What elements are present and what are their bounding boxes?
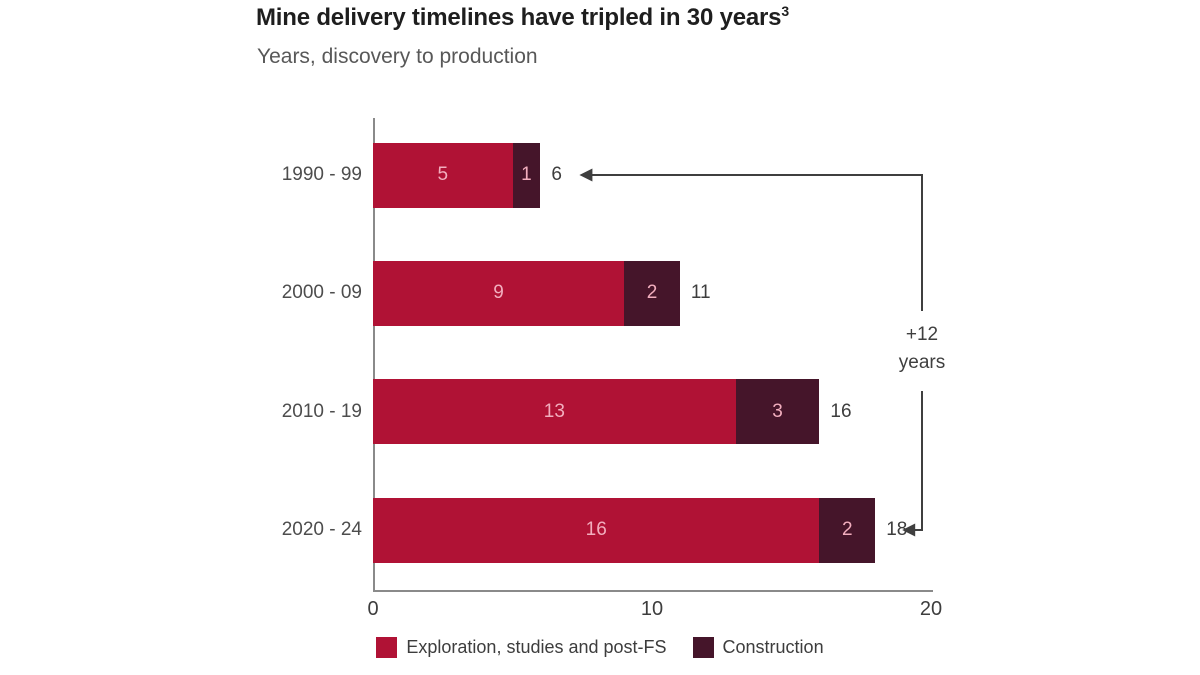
bar-value-label: 1: [521, 164, 532, 185]
y-axis-line: [373, 118, 375, 592]
bar-total-label: 6: [551, 164, 562, 185]
bar-segment-construction: 2: [819, 497, 876, 563]
bar-segment-exploration: 16: [373, 497, 820, 563]
x-tick-label: 20: [919, 598, 943, 620]
bar-segment-exploration: 13: [373, 379, 736, 445]
bar-segment-exploration: 9: [373, 260, 625, 326]
category-label: 1990 - 99: [281, 164, 362, 185]
bar-segment-exploration: 5: [373, 142, 513, 208]
bar-value-label: 9: [493, 282, 504, 304]
legend-item-exploration: Exploration, studies and post-FS: [376, 637, 667, 658]
category-label: 2020 - 24: [281, 519, 362, 540]
bar-total-label: 18: [886, 519, 908, 540]
legend-label: Construction: [722, 637, 824, 657]
bar-segment-construction: 1: [512, 142, 541, 208]
chart-title: Mine delivery timelines have tripled in …: [256, 3, 789, 32]
bar-value-label: 5: [437, 164, 449, 185]
x-tick-label: 10: [640, 598, 664, 620]
construction-swatch-icon: [692, 637, 714, 658]
bar-segment-construction: 3: [735, 379, 820, 445]
bar-value-label: 2: [646, 282, 658, 304]
chart-subtitle: Years, discovery to production: [257, 45, 538, 68]
bar-value-label: 2: [842, 519, 853, 540]
bar-value-label: 3: [772, 400, 783, 422]
bar-total-label: 16: [830, 400, 852, 422]
annotation-line-1: +12: [905, 324, 939, 345]
chart-title-text: Mine delivery timelines have tripled in …: [256, 4, 782, 31]
legend-item-construction: Construction: [692, 637, 824, 658]
annotation-line-2: years: [898, 352, 946, 373]
legend-label: Exploration, studies and post-FS: [406, 637, 667, 657]
legend: Exploration, studies and post-FS Construc…: [0, 637, 1200, 658]
bar-segment-construction: 2: [624, 260, 680, 326]
annotation-label: +12 years: [899, 321, 945, 377]
footnote-marker: 3: [781, 3, 789, 19]
bar-value-label: 16: [585, 519, 607, 540]
bar-value-label: 13: [543, 400, 565, 422]
bar-total-label: 11: [690, 282, 711, 304]
x-axis-line: [373, 590, 933, 592]
category-label: 2010 - 19: [281, 400, 362, 422]
exploration-swatch-icon: [376, 637, 398, 658]
x-tick-label: 0: [367, 598, 379, 620]
category-label: 2000 - 09: [281, 282, 362, 304]
